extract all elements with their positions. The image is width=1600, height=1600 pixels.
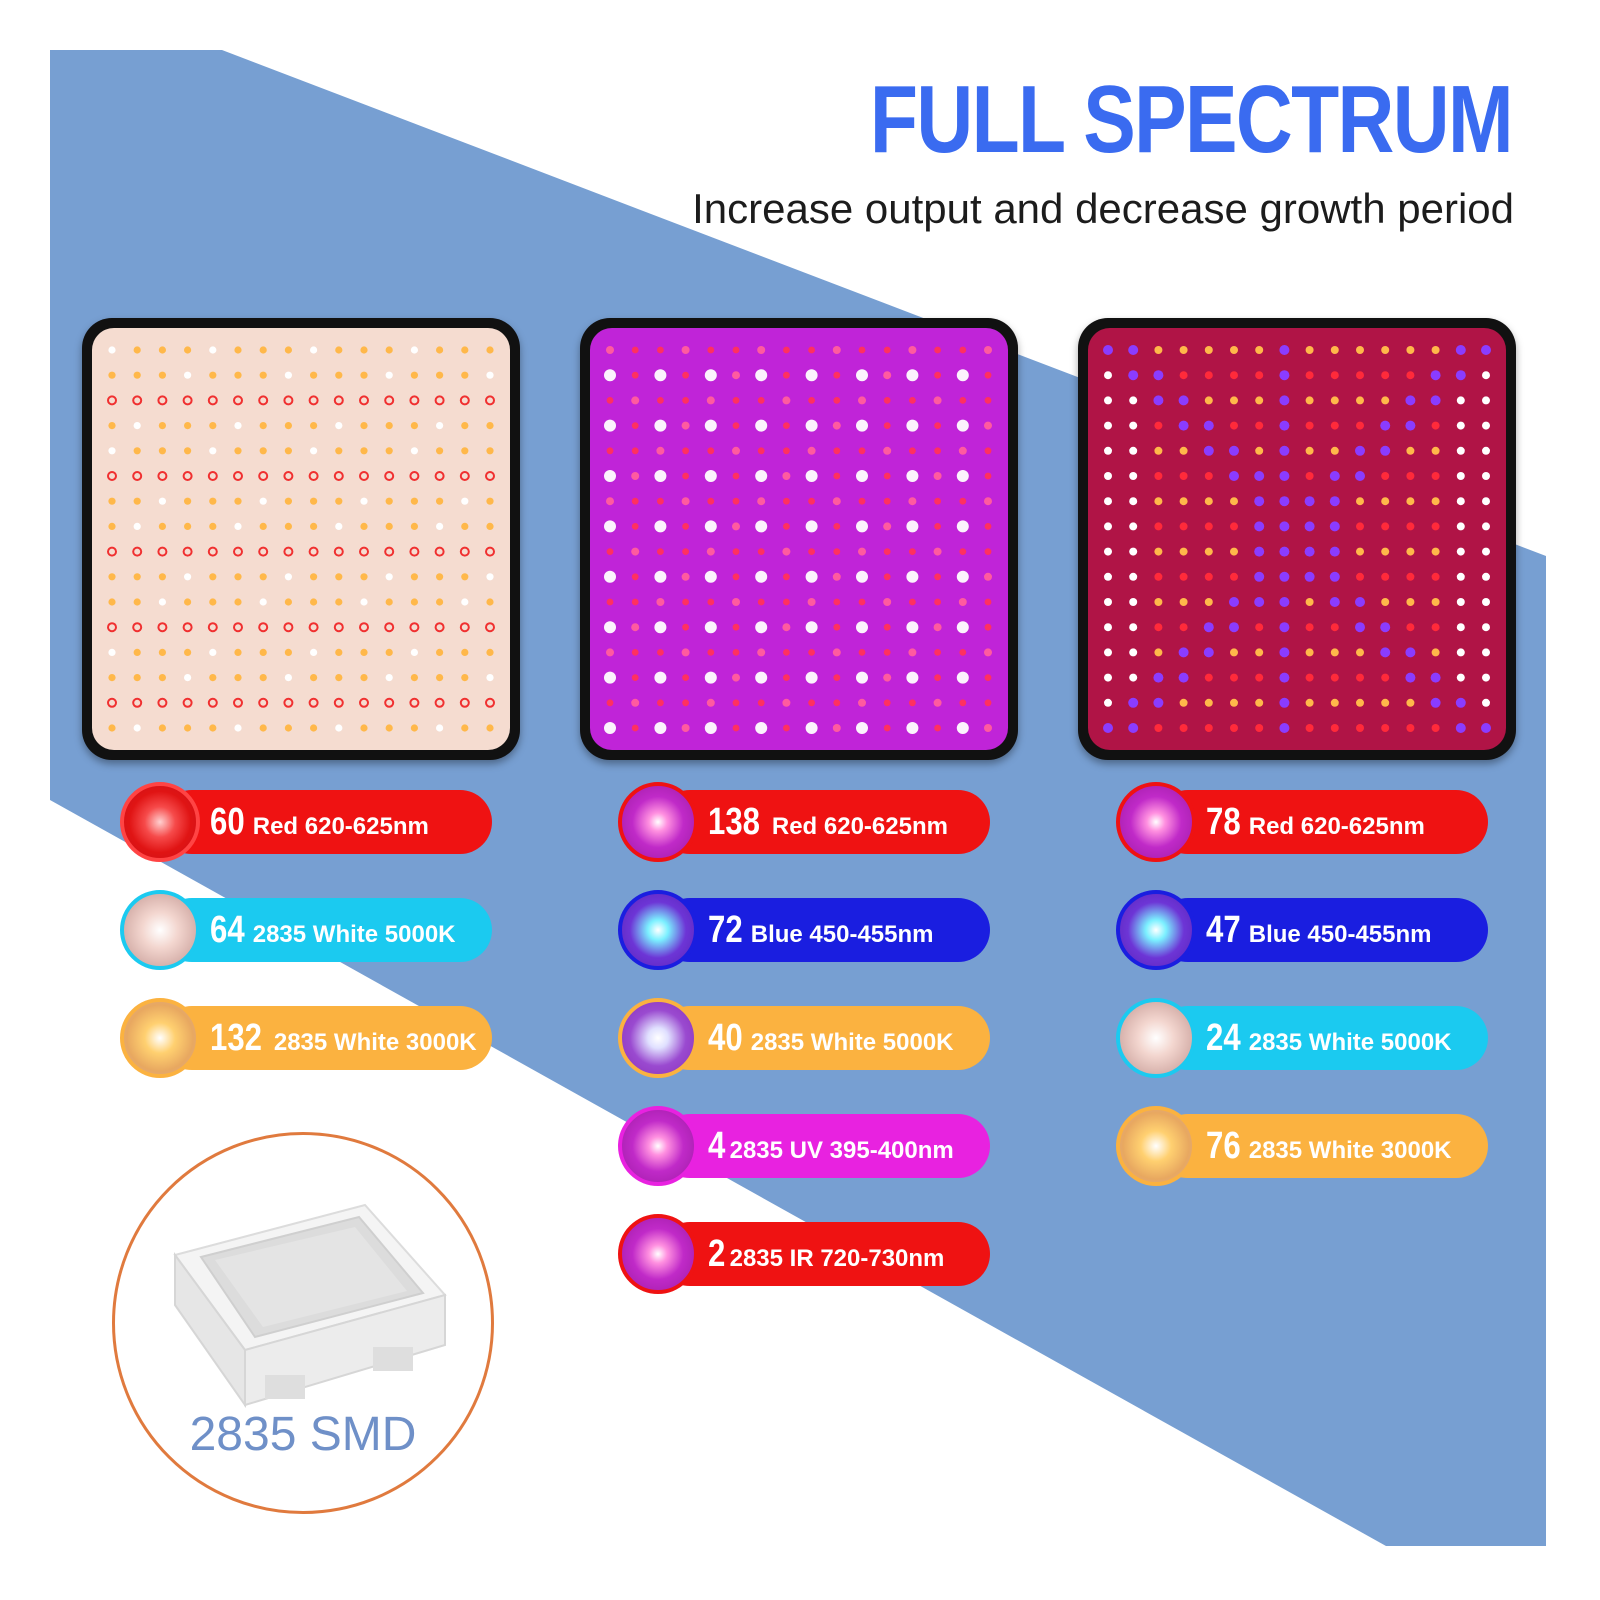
led-tag-text: 76 2835 White 3000K	[1206, 1110, 1452, 1182]
led-chip-icon	[618, 1214, 698, 1294]
led-tag-bar	[160, 898, 492, 962]
led-count: 138	[708, 801, 760, 843]
led-tag: 4 2835 UV 395-400nm	[618, 1106, 990, 1186]
led-tag-text: 132 2835 White 3000K	[210, 1002, 477, 1074]
led-count: 132	[210, 1017, 262, 1059]
purple-panel	[580, 318, 1018, 760]
led-chip-icon	[618, 1106, 698, 1186]
led-count: 72	[708, 909, 743, 951]
page-subtitle: Increase output and decrease growth peri…	[692, 185, 1514, 232]
led-label: Red 620-625nm	[252, 813, 429, 840]
led-label: 2835 White 5000K	[750, 1029, 954, 1056]
led-tag-text: 47 Blue 450-455nm	[1206, 894, 1432, 966]
smd-callout: 2835 SMD	[112, 1132, 494, 1514]
led-tag-bar	[658, 1006, 990, 1070]
led-label: Blue 450-455nm	[750, 921, 934, 948]
led-chip-icon	[120, 998, 200, 1078]
led-label: 2835 White 3000K	[273, 1029, 477, 1056]
led-chip-icon	[1116, 782, 1196, 862]
led-tag-bar	[160, 790, 492, 854]
led-tag-bar	[160, 1006, 492, 1070]
led-tag: 60 Red 620-625nm	[120, 782, 492, 862]
led-tag-bar	[658, 1222, 990, 1286]
led-tag-text: 2 2835 IR 720-730nm	[708, 1218, 944, 1290]
led-count: 24	[1206, 1017, 1241, 1059]
led-label: Red 620-625nm	[771, 813, 948, 840]
led-label: 2835 White 3000K	[1248, 1137, 1452, 1164]
led-tag-text: 4 2835 UV 395-400nm	[708, 1110, 954, 1182]
led-label: Red 620-625nm	[1248, 813, 1425, 840]
led-tag-bar	[658, 898, 990, 962]
led-tag-bar	[1156, 898, 1488, 962]
led-tag: 138 Red 620-625nm	[618, 782, 990, 862]
warm-white-panel	[82, 318, 520, 760]
led-count: 4	[708, 1125, 726, 1167]
led-tag: 64 2835 White 5000K	[120, 890, 492, 970]
led-tag-text: 60 Red 620-625nm	[210, 786, 429, 858]
led-tag-text: 24 2835 White 5000K	[1206, 1002, 1452, 1074]
led-tag-text: 64 2835 White 5000K	[210, 894, 456, 966]
led-chip-icon	[618, 998, 698, 1078]
smd-label: 2835 SMD	[189, 1408, 417, 1461]
led-panel-mixed-icon	[1088, 328, 1506, 750]
led-chip-icon	[1116, 890, 1196, 970]
led-count: 2	[708, 1233, 726, 1275]
panel-1-led-list: 60 Red 620-625nm 64 2835 White 5000K 132 2…	[120, 782, 492, 1110]
led-tag-bar	[1156, 1114, 1488, 1178]
led-count: 78	[1206, 801, 1241, 843]
led-tag-bar	[658, 1114, 990, 1178]
led-chip-icon	[618, 890, 698, 970]
led-tag-bar	[1156, 790, 1488, 854]
smd-chip-icon	[173, 1203, 447, 1409]
led-tag: 24 2835 White 5000K	[1116, 998, 1488, 1078]
led-tag-text: 40 2835 White 5000K	[708, 1002, 954, 1074]
led-count: 76	[1206, 1125, 1241, 1167]
led-tag-bar	[1156, 1006, 1488, 1070]
led-tag: 76 2835 White 3000K	[1116, 1106, 1488, 1186]
page-title: FULL SPECTRUM	[870, 66, 1514, 173]
led-panel-purple-icon	[590, 328, 1008, 750]
led-tag-bar	[658, 790, 990, 854]
led-chip-icon	[120, 890, 200, 970]
led-count: 40	[708, 1017, 743, 1059]
led-panel-warm-icon	[92, 328, 510, 750]
mixed-panel	[1078, 318, 1516, 760]
led-count: 64	[210, 909, 245, 951]
led-tag: 78 Red 620-625nm	[1116, 782, 1488, 862]
led-tag-text: 138 Red 620-625nm	[708, 786, 948, 858]
led-label: 2835 UV 395-400nm	[729, 1137, 954, 1164]
led-tag: 132 2835 White 3000K	[120, 998, 492, 1078]
led-label: Blue 450-455nm	[1248, 921, 1432, 948]
led-tag-text: 78 Red 620-625nm	[1206, 786, 1425, 858]
led-chip-icon	[618, 782, 698, 862]
led-tag: 40 2835 White 5000K	[618, 998, 990, 1078]
led-tag-text: 72 Blue 450-455nm	[708, 894, 934, 966]
panel-3-led-list: 78 Red 620-625nm 47 Blue 450-455nm 24 2835…	[1116, 782, 1488, 1218]
led-count: 47	[1206, 909, 1241, 951]
led-tag: 47 Blue 450-455nm	[1116, 890, 1488, 970]
led-label: 2835 White 5000K	[1248, 1029, 1452, 1056]
panel-2-led-list: 138 Red 620-625nm 72 Blue 450-455nm 40 283…	[618, 782, 990, 1326]
led-chip-icon	[1116, 998, 1196, 1078]
led-tag: 2 2835 IR 720-730nm	[618, 1214, 990, 1294]
led-tag: 72 Blue 450-455nm	[618, 890, 990, 970]
led-count: 60	[210, 801, 245, 843]
led-label: 2835 White 5000K	[252, 921, 456, 948]
led-chip-icon	[1116, 1106, 1196, 1186]
led-label: 2835 IR 720-730nm	[729, 1245, 945, 1272]
led-chip-icon	[120, 782, 200, 862]
